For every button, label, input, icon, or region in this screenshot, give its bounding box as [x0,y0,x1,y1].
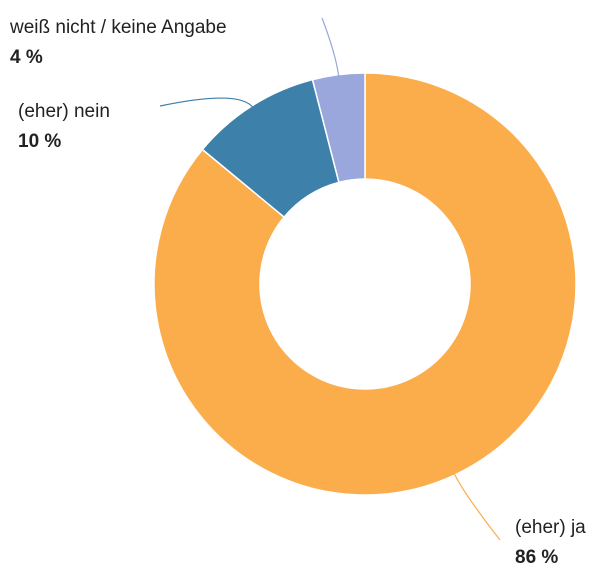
slice-label: weiß nicht / keine Angabe [9,17,227,38]
donut-slice [311,72,366,184]
leader-line [453,471,501,541]
value-label: 86 % [515,547,558,568]
leader-line [159,97,255,109]
leader-line [321,17,340,78]
value-label: 10 % [18,131,61,152]
value-label: 4 % [10,47,43,68]
slice-label: (eher) ja [515,517,586,538]
slice-label: (eher) nein [18,101,110,122]
donut-slice [153,72,577,496]
